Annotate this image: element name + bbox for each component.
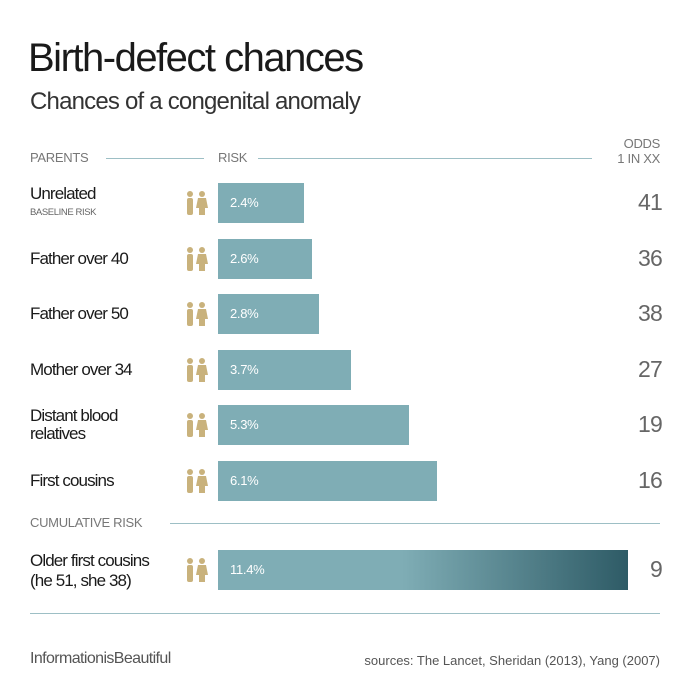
- brand: InformationisBeautiful: [30, 650, 171, 667]
- parents-icon-svg: [187, 246, 208, 271]
- parents-icon: [183, 357, 209, 388]
- chart-subtitle: Chances of a congenital anomaly: [30, 88, 361, 115]
- parents-icon-svg: [187, 558, 208, 582]
- bar: [218, 405, 409, 446]
- bar: [218, 550, 628, 590]
- odds-value: 36: [638, 244, 663, 271]
- odds-value: 41: [638, 189, 663, 215]
- value-label: 2.4%: [230, 195, 259, 210]
- bar: [218, 294, 319, 335]
- odds-value: 19: [638, 411, 663, 438]
- category-label: First cousins: [30, 471, 115, 490]
- parents-icon-svg: [187, 191, 208, 215]
- bar: [218, 349, 352, 390]
- section-rule: [170, 523, 660, 524]
- odds-value: 27: [638, 355, 663, 382]
- parents-icon-svg: [187, 413, 208, 438]
- category-note: BASELINE RISK: [30, 207, 97, 218]
- odds-value: 9: [650, 556, 663, 582]
- category-label: Unrelated: [30, 184, 97, 203]
- category-label: Father over 40: [30, 248, 129, 268]
- value-label: 6.1%: [230, 473, 259, 488]
- parents-icon-svg: [187, 302, 208, 327]
- parents-icon-svg: [187, 357, 208, 382]
- category-label: Older first cousins: [30, 551, 150, 570]
- category-label: Father over 50: [30, 304, 129, 324]
- value-label: 2.6%: [230, 250, 259, 266]
- value-label: 5.3%: [230, 417, 259, 433]
- parents-header: PARENTS: [30, 150, 89, 165]
- parents-icon: [183, 557, 209, 588]
- category-label: Mother over 34: [30, 359, 133, 379]
- odds-value: 38: [638, 300, 663, 327]
- value-label: 2.8%: [230, 306, 259, 322]
- chart-title: Birth-defect chances: [28, 36, 364, 80]
- parents-icon: [183, 301, 209, 332]
- parents-icon: [183, 246, 209, 277]
- odds-header: 1 IN XX: [617, 151, 660, 166]
- section-label: CUMULATIVE RISK: [30, 515, 143, 530]
- header-rule: [258, 158, 592, 159]
- parents-icon: [183, 190, 209, 221]
- category-label: Distant blood relatives: [30, 406, 118, 444]
- bar: [218, 183, 305, 223]
- bottom-rule: [30, 613, 660, 614]
- parents-icon-svg: [187, 469, 208, 493]
- bar: [218, 238, 312, 279]
- parents-icon: [183, 468, 209, 499]
- bar: [218, 461, 438, 501]
- value-label: 11.4%: [230, 562, 265, 577]
- parents-icon: [183, 412, 209, 443]
- value-label: 3.7%: [230, 361, 259, 377]
- category-note: (he 51, she 38): [30, 571, 132, 590]
- odds-header: ODDS: [623, 136, 661, 151]
- odds-value: 16: [638, 467, 663, 493]
- source: sources: The Lancet, Sheridan (2013), Ya…: [364, 653, 660, 668]
- risk-header: RISK: [218, 150, 248, 165]
- header-rule: [106, 158, 204, 159]
